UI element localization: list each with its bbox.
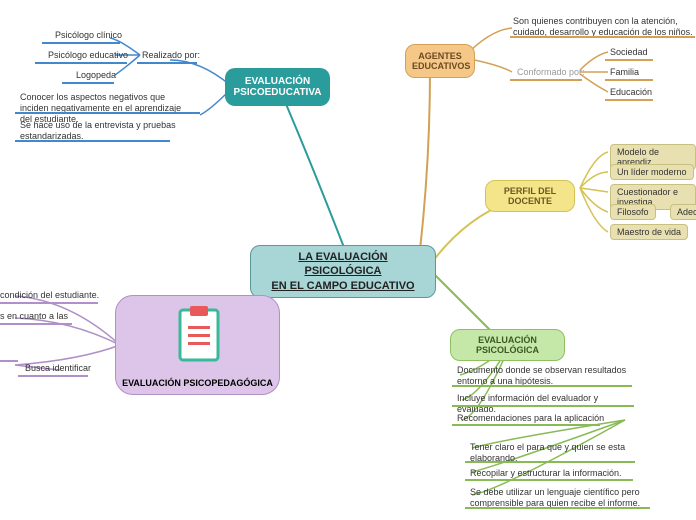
perfil-extra: Adecu xyxy=(670,204,696,220)
perfil-item-5: Maestro de vida xyxy=(610,224,688,240)
agente-item-3: Educación xyxy=(610,87,652,98)
psicopedagogica-title: EVALUACIÓN PSICOPEDAGÓGICA xyxy=(116,378,279,388)
perfil-item-4: Filosofo xyxy=(610,204,656,220)
frag-3: Busca identificar xyxy=(25,363,91,374)
realizado-label: Realizado por: xyxy=(142,50,200,61)
perfil-node: PERFIL DEL DOCENTE xyxy=(485,180,575,212)
psico-t5: Recopilar y estructurar la información. xyxy=(470,468,650,479)
frag-2: s en cuanto a las xyxy=(0,311,68,322)
agentes-contrib: Son quienes contribuyen con la atención,… xyxy=(513,16,693,38)
center-node: LA EVALUACIÓN PSICOLÓGICAEN EL CAMPO EDU… xyxy=(250,245,436,298)
center-title: LA EVALUACIÓN PSICOLÓGICAEN EL CAMPO EDU… xyxy=(271,251,414,292)
psicoedu-note2: Se hace uso de la entrevista y pruebas e… xyxy=(20,120,195,142)
conformado-label: Conformado por: xyxy=(517,67,585,78)
agentes-node: AGENTESEDUCATIVOS xyxy=(405,44,475,78)
psico-t3: Recomendaciones para la aplicación xyxy=(457,413,637,424)
agente-item-2: Familia xyxy=(610,67,639,78)
psicoeducativa-node: EVALUACIÓNPSICOEDUCATIVA xyxy=(225,68,330,106)
psicopedagogica-node: EVALUACIÓN PSICOPEDAGÓGICA xyxy=(115,295,280,395)
psicologica-node: EVALUACIÓN PSICOLÓGICA xyxy=(450,329,565,361)
psico-t2: Incluye información del evaluador y eval… xyxy=(457,393,637,415)
clipboard-icon xyxy=(174,304,224,364)
agente-item-1: Sociedad xyxy=(610,47,648,58)
frag-1: condición del estudiante. xyxy=(0,290,99,301)
role-3: Logopeda xyxy=(76,70,116,81)
psico-t6: Se debe utilizar un lenguaje científico … xyxy=(470,487,650,509)
role-2: Psicólogo educativo xyxy=(48,50,128,61)
perfil-item-2: Un líder moderno xyxy=(610,164,694,180)
role-1: Psicólogo clínico xyxy=(55,30,122,41)
psico-t1: Documento donde se observan resultados e… xyxy=(457,365,627,387)
